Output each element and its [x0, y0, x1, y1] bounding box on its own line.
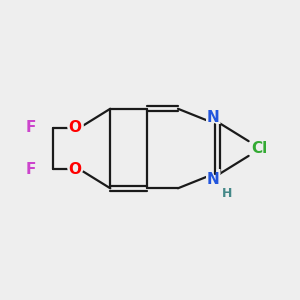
Text: O: O — [68, 162, 81, 177]
Text: O: O — [65, 118, 84, 138]
Text: Cl: Cl — [251, 141, 267, 156]
Text: O: O — [65, 159, 84, 179]
Text: N: N — [204, 169, 223, 189]
Text: H: H — [222, 187, 232, 200]
Text: N: N — [207, 172, 220, 187]
Text: N: N — [204, 108, 223, 127]
Text: Cl: Cl — [247, 139, 271, 158]
Text: F: F — [26, 162, 36, 177]
Text: F: F — [23, 159, 38, 179]
Text: F: F — [26, 120, 36, 135]
Text: N: N — [207, 110, 220, 125]
Text: H: H — [219, 184, 235, 203]
Text: O: O — [68, 120, 81, 135]
Text: F: F — [23, 118, 38, 138]
